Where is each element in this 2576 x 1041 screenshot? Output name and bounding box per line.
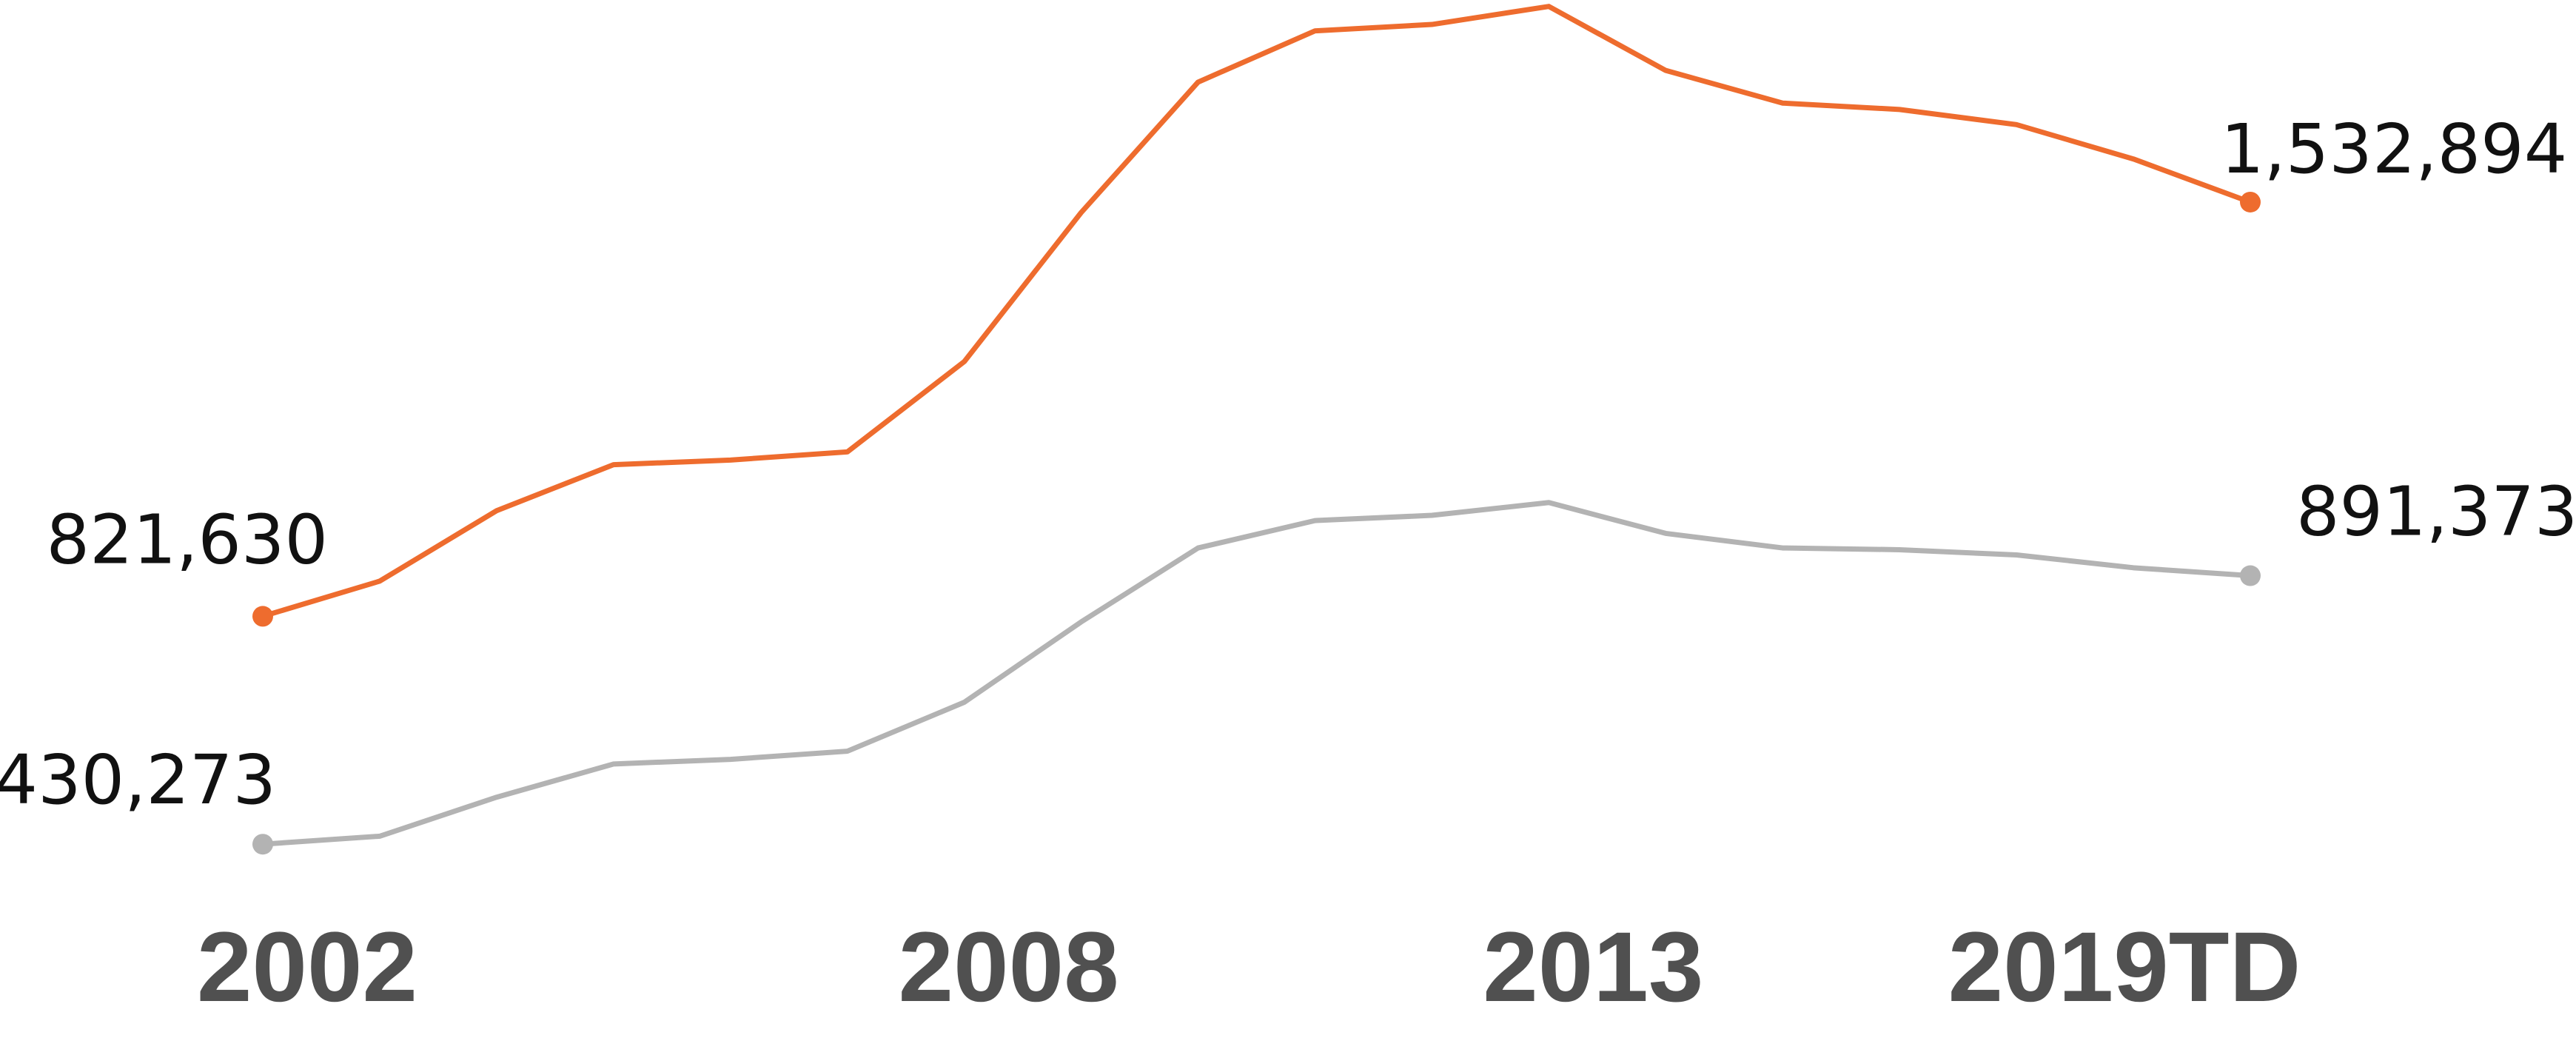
series-line bbox=[261, 4, 2252, 619]
end-dot bbox=[2240, 191, 2261, 212]
value-label: 821,630 bbox=[47, 500, 328, 579]
end-dot bbox=[252, 606, 273, 627]
x-tick-label: 2019TD bbox=[1948, 912, 2301, 1022]
value-label: 430,273 bbox=[0, 740, 276, 820]
x-tick-label: 2013 bbox=[1483, 912, 1703, 1022]
end-dot bbox=[2240, 565, 2261, 586]
x-tick-label: 2008 bbox=[899, 912, 1119, 1022]
series-line bbox=[262, 500, 2251, 847]
end-dot bbox=[252, 834, 273, 855]
value-label: 891,373 bbox=[2296, 472, 2576, 552]
x-tick-label: 2002 bbox=[197, 912, 417, 1022]
value-label: 1,532,894 bbox=[2221, 110, 2567, 189]
